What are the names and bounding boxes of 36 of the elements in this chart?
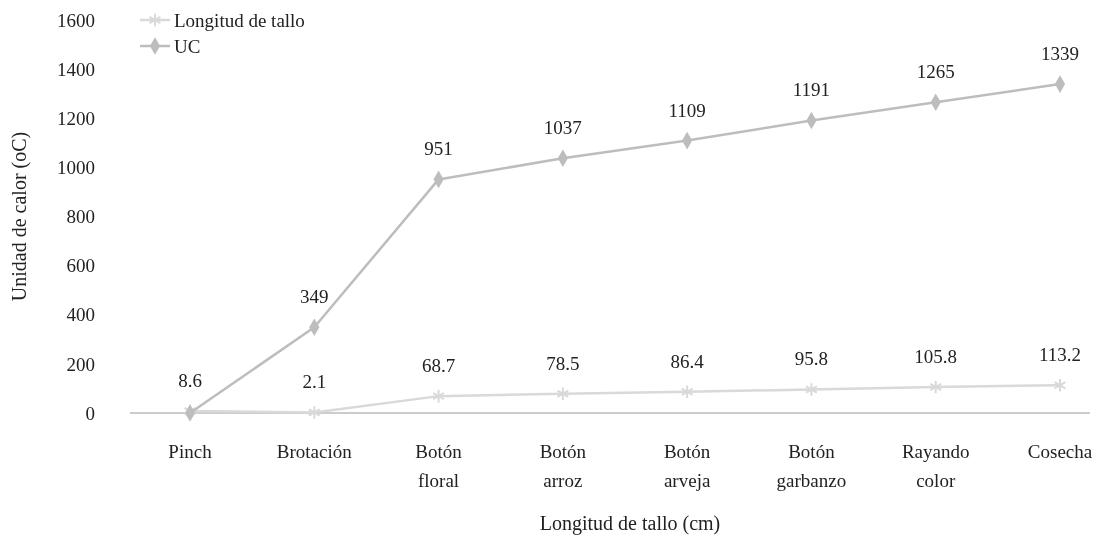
y-tick-label: 200 <box>66 353 95 375</box>
x-tick-label: Cosecha <box>1027 441 1093 462</box>
data-label: 8.6 <box>178 369 202 391</box>
x-axis-title: Longitud de tallo (cm) <box>539 512 721 535</box>
data-label: 78.5 <box>546 352 580 374</box>
y-tick-label: 1000 <box>57 157 95 179</box>
y-tick-label: 1200 <box>57 107 95 129</box>
x-tick-label: Rayando color <box>901 441 970 491</box>
data-label: 95.8 <box>794 348 829 370</box>
data-label: 68.7 <box>421 355 456 377</box>
legend-label: Longitud de tallo <box>174 9 305 31</box>
x-tick-label: Botón arroz <box>539 441 587 491</box>
data-label: 86.4 <box>670 350 705 372</box>
data-label: 2.1 <box>302 371 327 393</box>
data-label: 1339 <box>1041 43 1079 65</box>
x-tick-label: Brotación <box>276 441 353 462</box>
data-label: 1191 <box>792 79 831 101</box>
x-tick-label: Botón arveja <box>663 441 711 491</box>
y-tick-label: 800 <box>66 206 95 228</box>
y-axis-title: Unidad de calor (oC) <box>8 131 31 302</box>
data-label: 349 <box>300 286 329 308</box>
data-label: 1265 <box>916 61 955 83</box>
y-tick-label: 1600 <box>57 9 95 31</box>
y-tick-label: 1400 <box>57 58 95 80</box>
data-label: 951 <box>424 138 453 160</box>
data-label: 113.2 <box>1038 344 1082 366</box>
y-tick-label: 600 <box>66 255 95 277</box>
x-tick-label: Pinch <box>168 441 213 462</box>
y-tick-label: 0 <box>85 402 95 424</box>
x-tick-label: Botón garbanzo <box>776 441 847 491</box>
x-tick-label: Botón floral <box>415 441 463 491</box>
data-label: 105.8 <box>914 346 958 368</box>
legend-label: UC <box>174 35 201 57</box>
data-label: 1037 <box>543 117 582 139</box>
data-label: 1109 <box>668 99 706 121</box>
y-tick-label: 400 <box>66 304 95 326</box>
